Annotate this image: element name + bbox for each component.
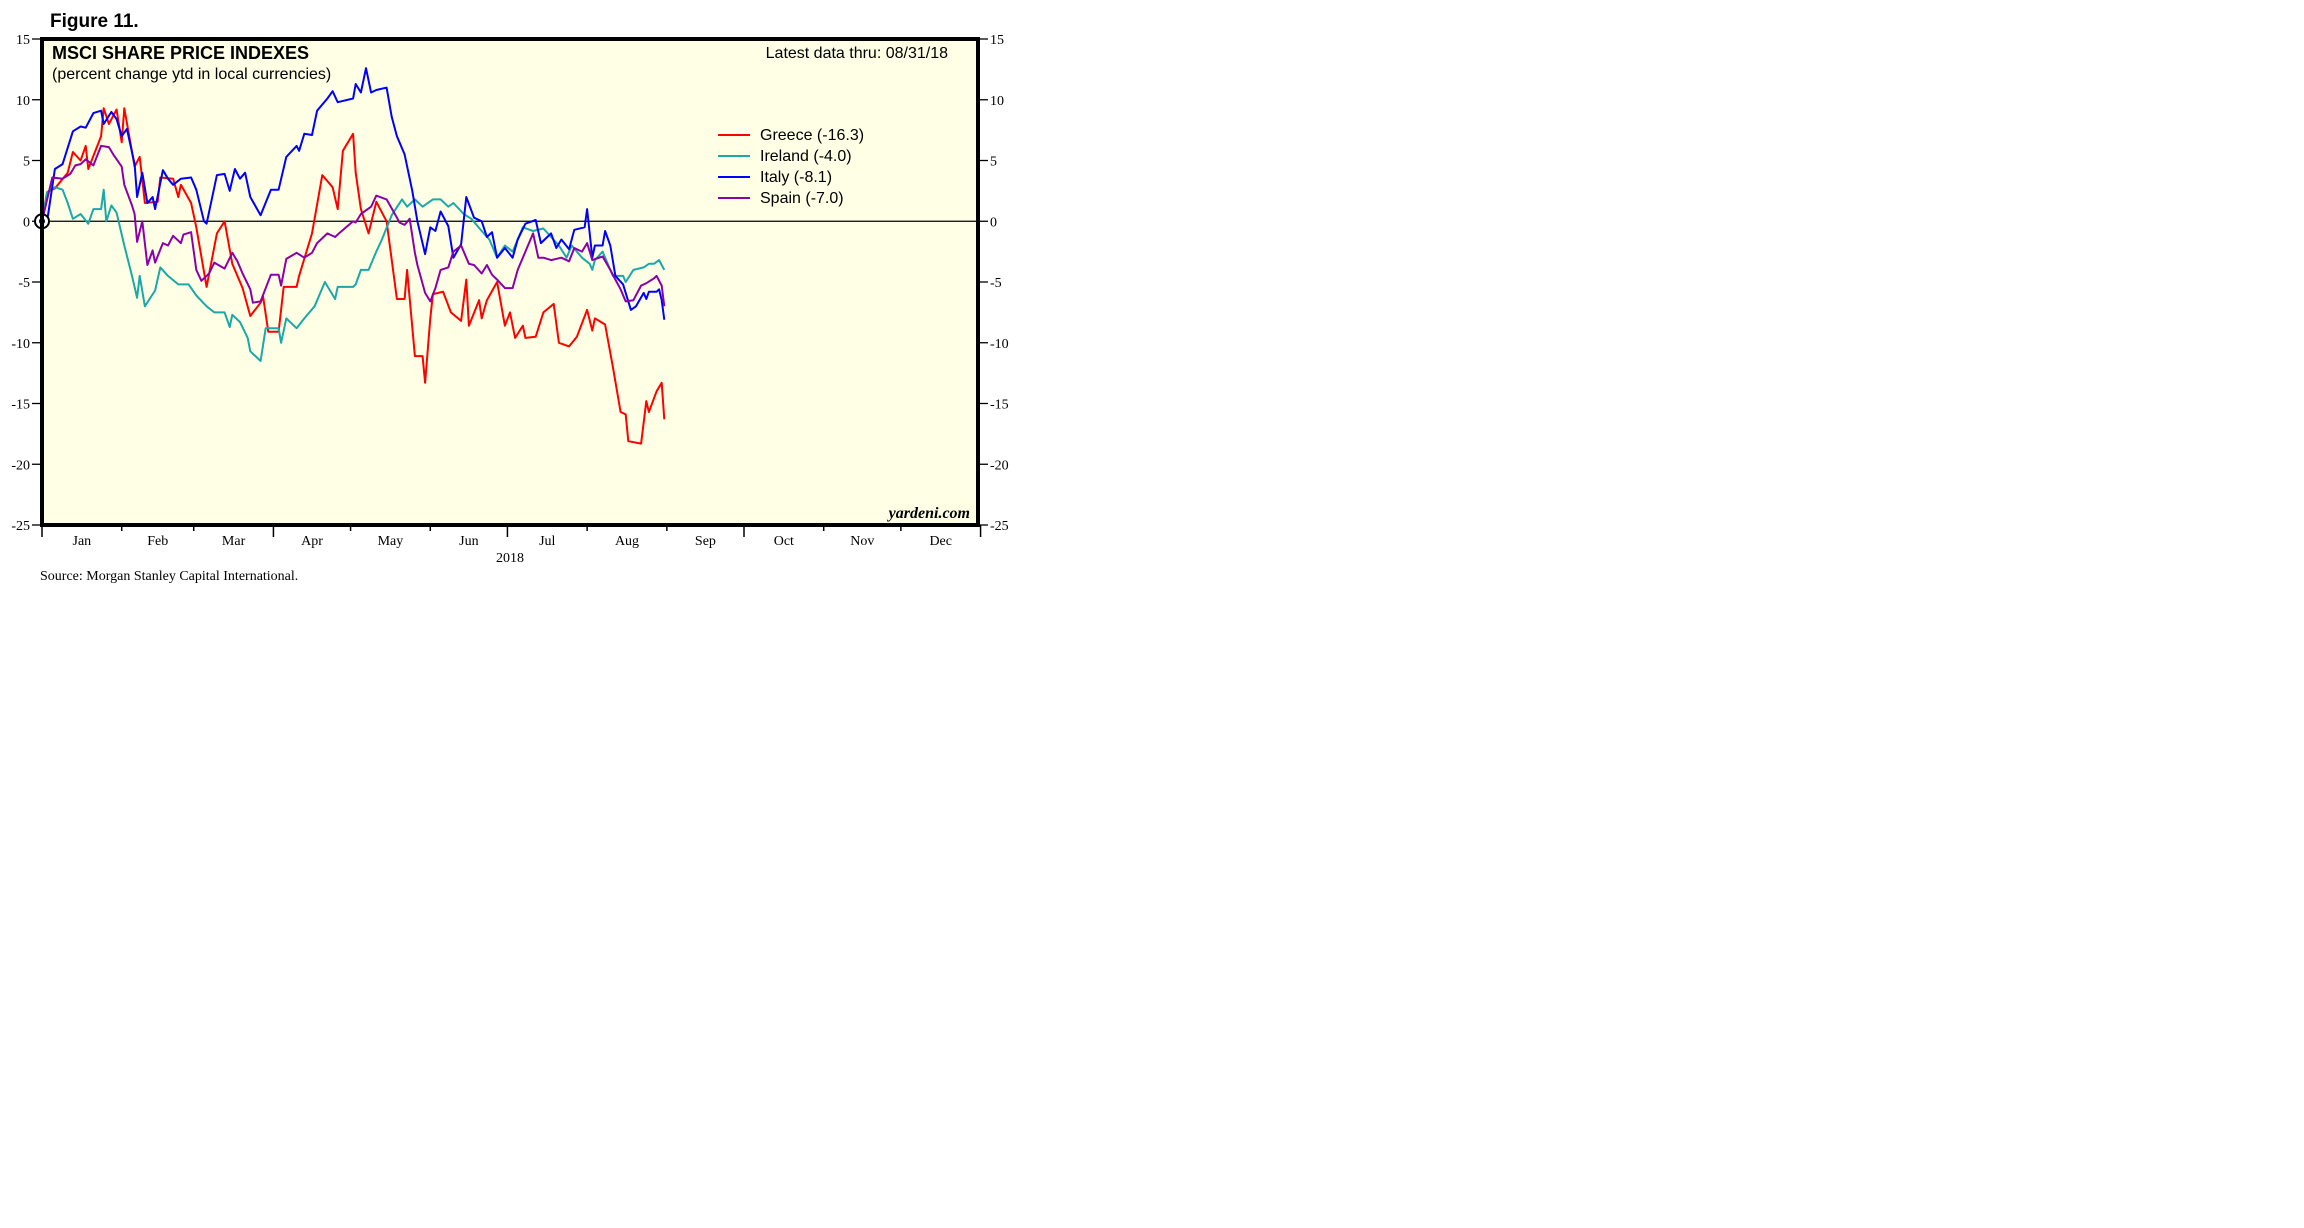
y-tick-label-right: 0 <box>990 215 997 230</box>
figure-label: Figure 11. <box>50 11 139 32</box>
y-tick-label-right: 10 <box>990 94 1004 109</box>
x-tick-label: Aug <box>615 534 639 549</box>
series-line-spain <box>41 144 666 307</box>
y-tick-label-left: 10 <box>16 94 30 109</box>
y-tick-label-right: -15 <box>990 398 1009 413</box>
legend-label: Spain (-7.0) <box>760 190 844 207</box>
x-tick-label: Mar <box>222 534 246 549</box>
y-tick-label-right: 15 <box>990 33 1004 48</box>
series-lines <box>41 67 666 445</box>
plot-area <box>42 39 978 525</box>
series-line-italy <box>42 67 666 320</box>
watermark: yardeni.com <box>887 505 970 522</box>
x-tick-label: Nov <box>850 534 874 549</box>
y-tick-label-left: 5 <box>23 155 30 170</box>
legend-label: Greece (-16.3) <box>760 127 864 144</box>
y-tick-label-right: -25 <box>990 519 1009 534</box>
y-tick-label-left: -20 <box>11 458 30 473</box>
source-note: Source: Morgan Stanley Capital Internati… <box>40 569 298 584</box>
y-tick-label-left: -5 <box>18 276 30 291</box>
y-tick-label-right: -10 <box>990 337 1009 352</box>
legend-label: Ireland (-4.0) <box>760 148 852 165</box>
y-tick-label-left: -10 <box>11 337 30 352</box>
chart-subtitle: (percent change ytd in local currencies) <box>52 66 331 83</box>
y-tick-label-left: -15 <box>11 398 30 413</box>
y-tick-label-left: -25 <box>11 519 30 534</box>
series-line-greece <box>41 107 666 445</box>
x-tick-label: Sep <box>695 534 716 549</box>
y-tick-label-right: -5 <box>990 276 1002 291</box>
y-tick-label-right: 5 <box>990 155 997 170</box>
x-tick-label: Jan <box>73 534 92 549</box>
x-tick-label: Oct <box>774 534 794 549</box>
legend: Greece (-16.3) Ireland (-4.0) Italy (-8.1)… <box>718 127 864 207</box>
x-tick-label: Dec <box>929 534 952 549</box>
y-tick-label-left: 15 <box>16 33 30 48</box>
y-tick-label-left: 0 <box>23 215 30 230</box>
latest-data-note: Latest data thru: 08/31/18 <box>766 45 948 62</box>
legend-label: Italy (-8.1) <box>760 169 832 186</box>
series-line-ireland <box>41 186 666 362</box>
x-tick-label: Jun <box>459 534 478 549</box>
x-tick-label: Apr <box>301 534 323 549</box>
x-tick-label: May <box>378 534 404 549</box>
x-axis-label: 2018 <box>496 551 524 566</box>
x-tick-label: Jul <box>539 534 555 549</box>
y-tick-label-right: -20 <box>990 458 1009 473</box>
plot-frame <box>40 37 980 527</box>
chart-title: MSCI SHARE PRICE INDEXES <box>52 43 309 63</box>
x-tick-label: Feb <box>147 534 168 549</box>
